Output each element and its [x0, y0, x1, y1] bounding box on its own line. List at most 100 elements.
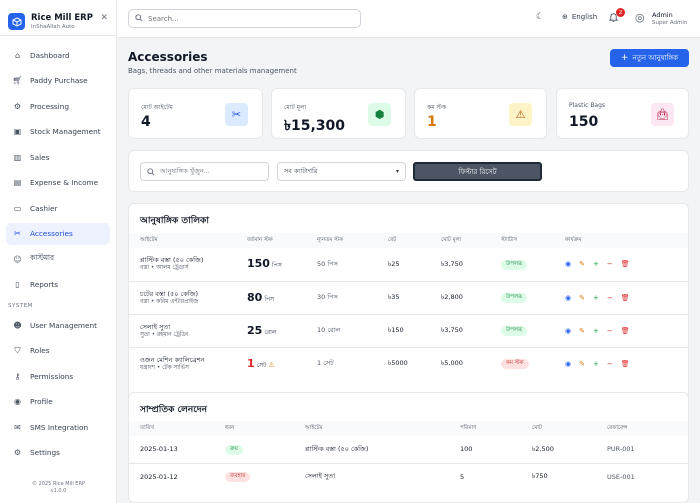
sidebar-footer: © 2025 Rice Mill ERP v1.0.0	[0, 481, 117, 495]
tx-type-badge: ক্রয়	[225, 444, 243, 455]
table-row: ওজন মেশিন ক্যালিব্রেশন যন্ত্রাংশ • টেক সা…	[129, 347, 688, 380]
sidebar-item-profile[interactable]: ◉ Profile	[14, 397, 53, 406]
sidebar-item-sms-integration[interactable]: ✉ SMS Integration	[6, 416, 110, 438]
sidebar-item-dashboard[interactable]: ⌂ Dashboard	[6, 44, 110, 66]
search-icon	[147, 167, 155, 176]
stock-in-plus-icon[interactable]: +	[592, 260, 599, 269]
item-name: ওজন মেশিন ক্যালিব্রেশন	[140, 355, 205, 364]
sidebar-item-permissions[interactable]: ⚷ Permissions	[6, 365, 110, 387]
category-select[interactable]: সব ক্যাটাগরি ▾	[277, 162, 406, 181]
item-category: বস্তা • আলম ট্রেডার্স	[140, 265, 189, 272]
notification-badge: 2	[616, 8, 625, 17]
column-header: মোট	[532, 421, 607, 436]
stock-in-plus-icon[interactable]: +	[592, 326, 599, 335]
delete-icon[interactable]: 🗑︎	[620, 293, 630, 302]
accessory-search-input[interactable]: আনুষাঙ্গিক খুঁজুন...	[140, 162, 269, 181]
view-icon[interactable]: ◉	[565, 293, 572, 302]
min-stock: 10 রোল	[317, 326, 341, 334]
delete-icon[interactable]: 🗑︎	[620, 260, 630, 269]
search-icon	[135, 13, 143, 24]
sidebar-item-cashier[interactable]: ▭ Cashier	[13, 203, 58, 213]
tx-total: ৳750	[532, 472, 548, 481]
sidebar-item-paddy-purchase[interactable]: 🛒︎ Paddy Purchase	[12, 76, 88, 85]
stock-out-minus-icon[interactable]: −	[606, 293, 613, 302]
current-stock: 1	[247, 356, 255, 370]
reset-filter-button[interactable]: ফিল্টার রিসেট	[413, 162, 542, 181]
stat-card-total-value: মোট মূল্য ৳15,300 ⬢	[271, 88, 406, 139]
status-badge: উপলব্ধ	[501, 259, 528, 270]
brand: Rice Mill ERP InShaAllah Auto ✕	[0, 0, 116, 36]
view-icon[interactable]: ◉	[565, 260, 572, 269]
language-switcher[interactable]: ⊕ English	[562, 13, 597, 21]
view-icon[interactable]: ◉	[565, 359, 572, 368]
tx-item: প্লাস্টিক বস্তা (৫০ কেজি)	[305, 444, 369, 453]
global-search[interactable]	[128, 9, 361, 28]
tx-type-badge: ব্যবহার	[225, 472, 251, 483]
bag-icon: 👜︎	[651, 103, 674, 126]
brand-logo-icon	[8, 13, 25, 30]
tx-date: 2025-01-13	[140, 445, 178, 454]
accessories-table: আইটেম বর্তমান স্টক ন্যূনতম স্টক রেট মোট …	[129, 233, 688, 380]
stock-in-plus-icon[interactable]: +	[592, 293, 599, 302]
item-name: প্লাস্টিক বস্তা (৫০ কেজি)	[140, 256, 204, 265]
user-avatar-icon[interactable]: ◎	[635, 11, 645, 24]
item-name: সেলাই সুতা	[140, 322, 171, 331]
edit-icon[interactable]: ✎	[579, 260, 585, 269]
admin-profile[interactable]: Admin Super Admin	[652, 11, 687, 27]
sidebar-item-customers[interactable]: ☺ কাস্টমার	[13, 253, 55, 264]
sidebar-item-processing[interactable]: ⚙ Processing	[13, 101, 69, 111]
recent-transactions-table: তারিখ ধরন আইটেম পরিমাণ মোট রেফারেন্স 202…	[129, 421, 688, 490]
chevron-down-icon: ▾	[395, 168, 399, 175]
view-icon[interactable]: ◉	[565, 326, 572, 335]
delete-icon[interactable]: 🗑︎	[620, 359, 630, 368]
bell-icon[interactable]	[608, 12, 619, 25]
recent-transactions-title: সাম্প্রতিক লেনদেন	[140, 405, 207, 415]
admin-name: Admin	[652, 11, 673, 19]
sidebar-item-accessories[interactable]: ✂ Accessories	[6, 222, 110, 245]
dark-mode-moon-icon[interactable]: ☾	[536, 12, 545, 22]
column-header: পরিমাণ	[460, 421, 532, 436]
clipboard-icon: ▭	[13, 203, 22, 213]
sidebar-item-stock-management[interactable]: ▣ Stock Management	[13, 127, 101, 136]
table-row: প্লাস্টিক বস্তা (৫০ কেজি) বস্তা • আলম ট্র…	[129, 248, 688, 281]
close-sidebar-icon[interactable]: ✕	[100, 12, 108, 23]
column-header: কার্যক্রম	[565, 233, 688, 248]
chat-icon: ✉	[14, 422, 21, 432]
tx-reference: PUR-001	[607, 445, 635, 454]
shield-icon: ⛉	[14, 345, 21, 355]
stock-out-minus-icon[interactable]: −	[606, 359, 613, 368]
rate: ৳150	[388, 326, 404, 334]
edit-icon[interactable]: ✎	[579, 359, 585, 368]
sidebar-item-user-management[interactable]: ☻ User Management	[13, 320, 98, 330]
sidebar-item-expense-income[interactable]: ▤ Expense & Income	[13, 178, 99, 187]
users-icon: ☺	[13, 254, 22, 264]
footer-version: v1.0.0	[50, 488, 67, 494]
accessories-table-card: আনুষাঙ্গিক তালিকা আইটেম বর্তমান স্টক ন্য…	[128, 203, 689, 421]
accessories-table-title: আনুষাঙ্গিক তালিকা	[140, 216, 209, 226]
sidebar-item-sales[interactable]: ▥ Sales	[13, 152, 50, 162]
delete-icon[interactable]: 🗑︎	[620, 326, 630, 335]
add-accessory-button[interactable]: + নতুন আনুষাঙ্গিক	[610, 49, 689, 67]
warning-icon: ⚠	[509, 103, 532, 126]
column-header: ধরন	[225, 421, 305, 436]
filter-bar: আনুষাঙ্গিক খুঁজুন... সব ক্যাটাগরি ▾ ফিল্…	[128, 150, 689, 192]
plus-icon: +	[620, 53, 629, 63]
stock-out-minus-icon[interactable]: −	[606, 260, 613, 269]
sidebar-item-reports[interactable]: ▯ Reports	[6, 274, 110, 296]
stat-value: ৳15,300	[284, 118, 345, 134]
sidebar-item-settings[interactable]: ⚙ Settings	[13, 448, 60, 457]
stock-out-minus-icon[interactable]: −	[606, 326, 613, 335]
home-icon: ⌂	[14, 50, 21, 60]
edit-icon[interactable]: ✎	[579, 293, 585, 302]
item-name: চটের বস্তা (৫০ কেজি)	[140, 289, 198, 298]
current-stock: 25	[247, 323, 263, 337]
global-search-input[interactable]	[148, 14, 348, 23]
item-category: বস্তা • করিম এন্টারপ্রাইজ	[140, 298, 199, 305]
sidebar-item-roles[interactable]: ⛉ Roles	[6, 340, 110, 362]
stock-in-plus-icon[interactable]: +	[592, 359, 599, 368]
topbar: ☾ ⊕ English 2 ◎ Admin Super Admin	[117, 0, 700, 38]
edit-icon[interactable]: ✎	[579, 326, 585, 335]
user-circle-icon: ◉	[14, 397, 21, 406]
cog-icon: ⚙	[13, 448, 22, 457]
sidebar: Rice Mill ERP InShaAllah Auto ✕ ⌂ Dashboa…	[0, 0, 117, 503]
